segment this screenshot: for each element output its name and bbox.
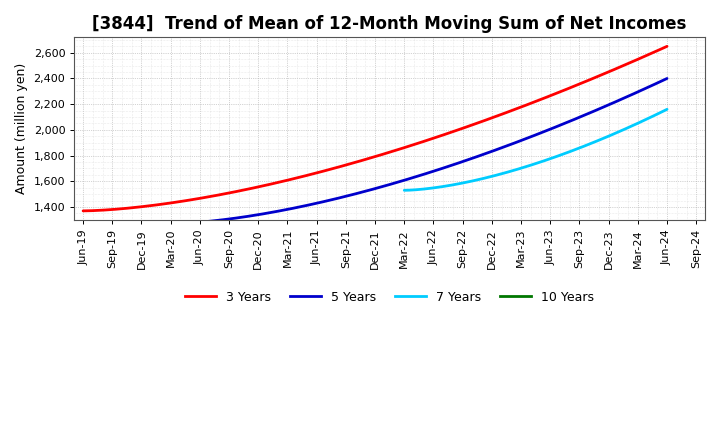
Title: [3844]  Trend of Mean of 12-Month Moving Sum of Net Incomes: [3844] Trend of Mean of 12-Month Moving … [92,15,687,33]
Y-axis label: Amount (million yen): Amount (million yen) [15,63,28,194]
Legend: 3 Years, 5 Years, 7 Years, 10 Years: 3 Years, 5 Years, 7 Years, 10 Years [180,286,600,308]
